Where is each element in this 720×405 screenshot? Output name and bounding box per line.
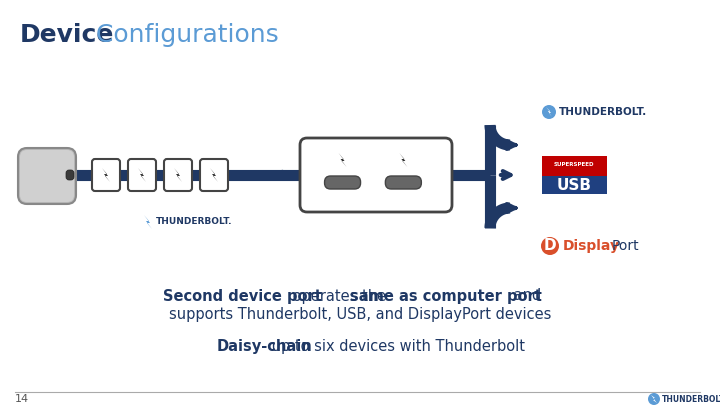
FancyBboxPatch shape <box>200 159 228 191</box>
FancyBboxPatch shape <box>66 170 74 180</box>
Polygon shape <box>174 168 182 182</box>
FancyBboxPatch shape <box>325 176 361 189</box>
FancyBboxPatch shape <box>385 176 421 189</box>
Text: Configurations: Configurations <box>88 23 279 47</box>
Polygon shape <box>546 107 552 117</box>
Polygon shape <box>138 168 146 182</box>
Text: THUNDERBOLT.: THUNDERBOLT. <box>559 107 647 117</box>
Polygon shape <box>651 395 657 403</box>
Text: Port: Port <box>612 239 639 253</box>
FancyBboxPatch shape <box>542 156 607 176</box>
Text: THUNDERBOLT.: THUNDERBOLT. <box>156 217 233 226</box>
Polygon shape <box>102 168 110 182</box>
FancyBboxPatch shape <box>128 159 156 191</box>
Text: Second device port: Second device port <box>163 288 322 303</box>
Text: SUPERSPEED: SUPERSPEED <box>554 162 594 168</box>
Circle shape <box>541 237 559 255</box>
FancyBboxPatch shape <box>542 156 607 194</box>
Polygon shape <box>144 215 152 229</box>
Text: 14: 14 <box>15 394 29 404</box>
Text: D: D <box>544 239 557 254</box>
Polygon shape <box>400 153 408 167</box>
Circle shape <box>648 393 660 405</box>
Text: Device: Device <box>20 23 114 47</box>
FancyBboxPatch shape <box>92 159 120 191</box>
Polygon shape <box>338 153 346 167</box>
Text: Daisy-chain: Daisy-chain <box>217 339 312 354</box>
Text: supports Thunderbolt, USB, and DisplayPort devices: supports Thunderbolt, USB, and DisplayPo… <box>168 307 552 322</box>
Polygon shape <box>210 168 218 182</box>
Circle shape <box>542 105 556 119</box>
Text: THUNDERBOLT.: THUNDERBOLT. <box>662 394 720 403</box>
Text: operates the: operates the <box>288 288 391 303</box>
FancyBboxPatch shape <box>542 176 607 194</box>
Text: USB: USB <box>557 177 592 192</box>
FancyBboxPatch shape <box>18 148 76 204</box>
Text: Display: Display <box>563 239 620 253</box>
Text: same as computer port: same as computer port <box>350 288 542 303</box>
FancyBboxPatch shape <box>300 138 452 212</box>
Text: and: and <box>509 288 541 303</box>
Text: up to six devices with Thunderbolt: up to six devices with Thunderbolt <box>267 339 525 354</box>
FancyBboxPatch shape <box>20 150 74 202</box>
FancyBboxPatch shape <box>164 159 192 191</box>
